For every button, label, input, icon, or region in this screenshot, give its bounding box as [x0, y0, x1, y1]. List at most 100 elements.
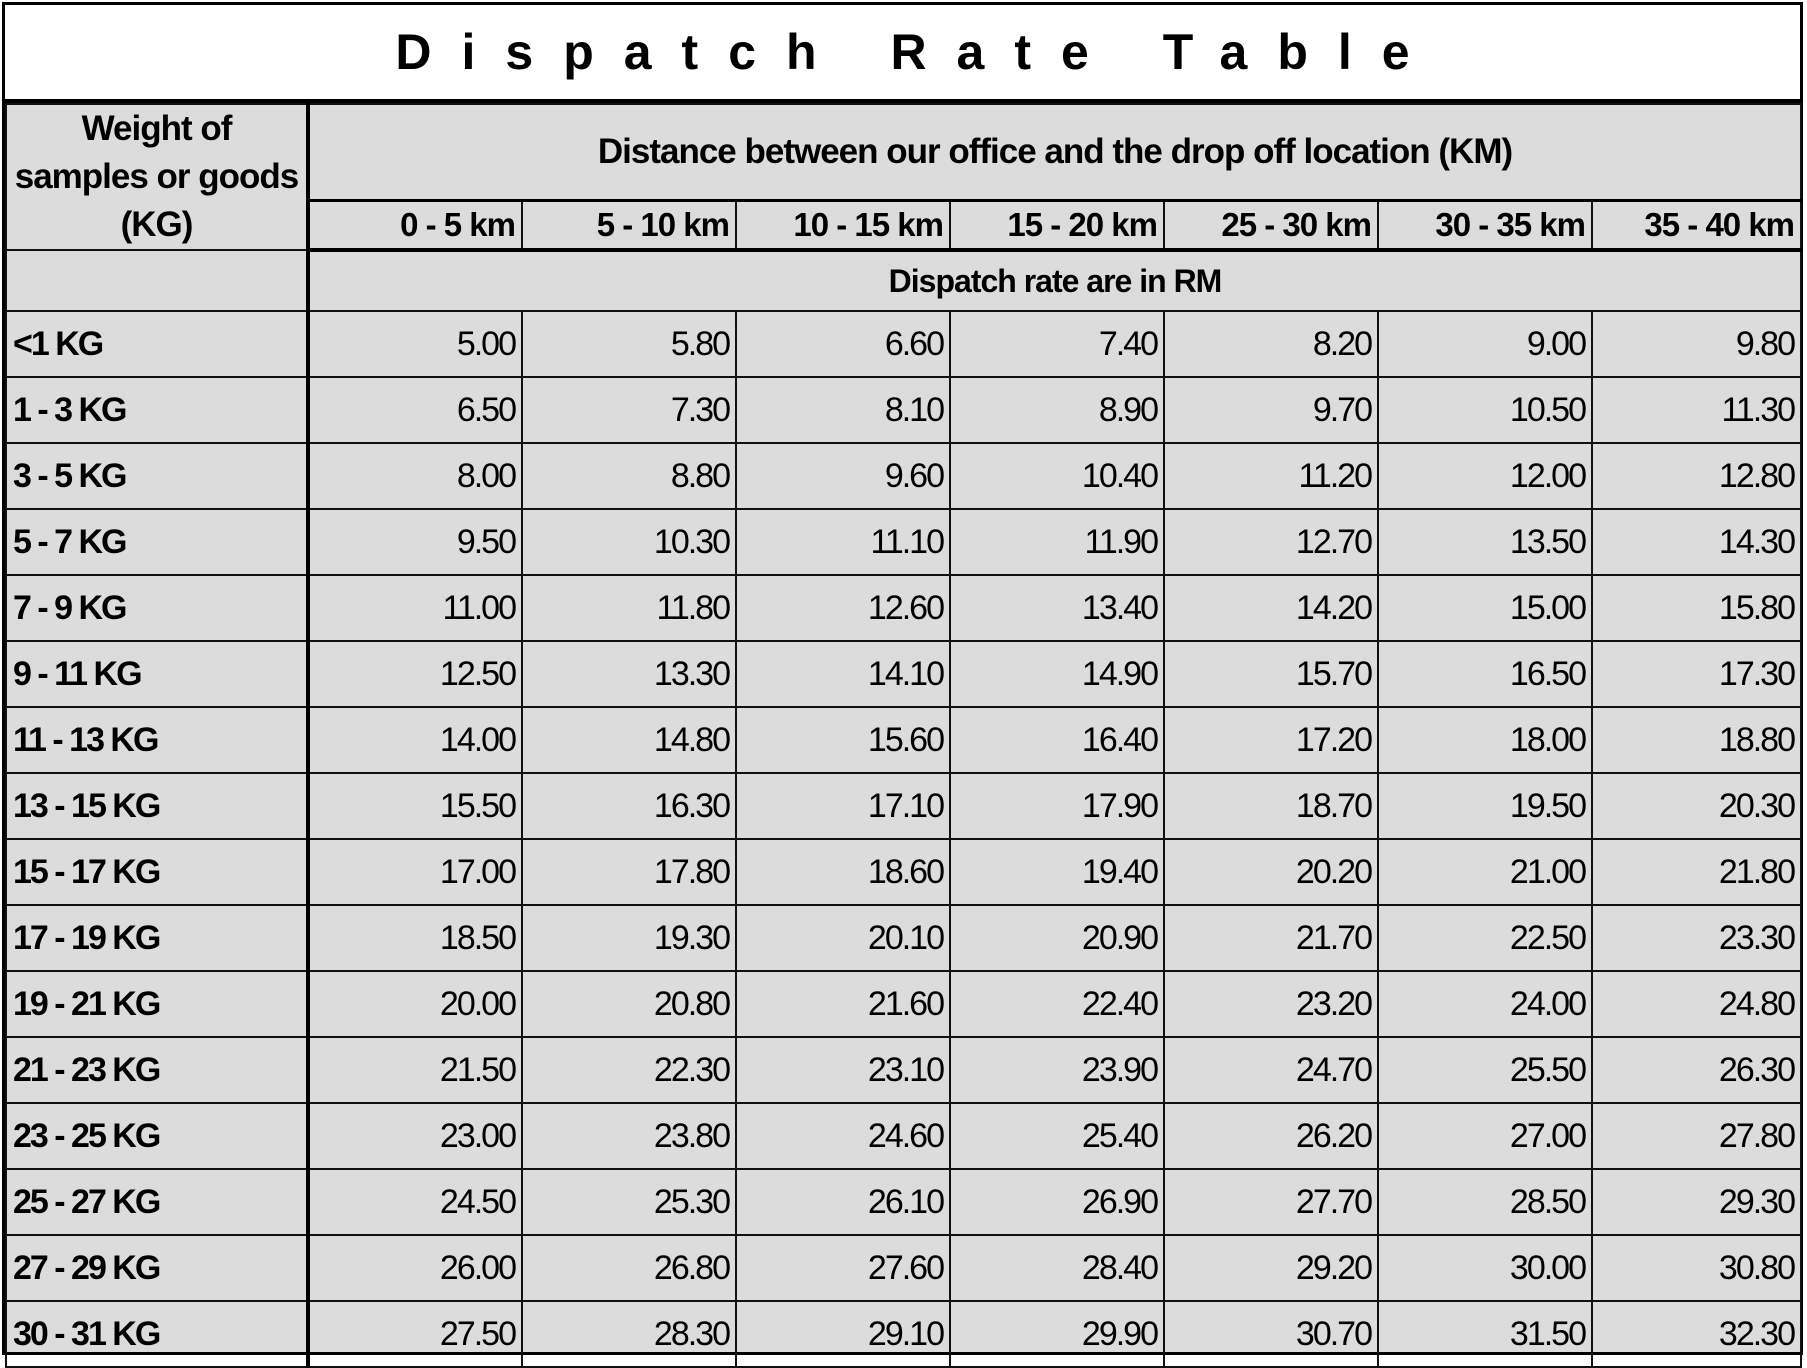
rate-cell: 27.00 — [1377, 1102, 1593, 1170]
rate-cell: 18.70 — [1163, 772, 1379, 840]
rate-cell: 12.50 — [307, 640, 523, 708]
rate-cell: 18.50 — [307, 904, 523, 972]
distance-column-header: 5 - 10 km — [521, 199, 737, 252]
rate-unit-header: Dispatch rate are in RM — [306, 249, 1803, 312]
header-row-distance: Weight of samples or goods (KG) Distance… — [5, 102, 1803, 251]
rate-cell: 9.00 — [1377, 310, 1593, 378]
rate-cell: 9.60 — [735, 442, 951, 510]
rate-cell: 20.90 — [949, 904, 1165, 972]
rate-cell: 13.30 — [521, 640, 737, 708]
rate-cell: 19.30 — [521, 904, 737, 972]
rate-cell: 11.90 — [949, 508, 1165, 576]
rate-cell: 16.40 — [949, 706, 1165, 774]
distance-column-header: 25 - 30 km — [1163, 199, 1379, 252]
rate-cell: 21.70 — [1163, 904, 1379, 972]
rate-cell: 17.30 — [1590, 640, 1803, 708]
distance-column-header: 0 - 5 km — [307, 199, 523, 252]
weight-range-label: 15 - 17 KG — [5, 838, 310, 906]
rate-cell: 11.10 — [735, 508, 951, 576]
weight-range-label: 30 - 31 KG — [5, 1300, 310, 1368]
rate-cell: 23.00 — [307, 1102, 523, 1170]
table-row: 15 - 17 KG 17.00 17.80 18.60 19.40 20.20 21.00… — [5, 838, 1803, 906]
rate-cell: 8.20 — [1163, 310, 1379, 378]
distance-column-header: 10 - 15 km — [735, 199, 951, 252]
rate-cell: 28.30 — [521, 1300, 737, 1368]
rate-cell: 25.40 — [949, 1102, 1165, 1170]
weight-range-label: 13 - 15 KG — [5, 772, 310, 840]
rate-cell: 29.20 — [1163, 1234, 1379, 1302]
rate-cell: 15.60 — [735, 706, 951, 774]
rate-cell: 17.90 — [949, 772, 1165, 840]
rate-cell: 13.50 — [1377, 508, 1593, 576]
rate-cell: 26.00 — [307, 1234, 523, 1302]
rate-cell: 22.40 — [949, 970, 1165, 1038]
rate-cell: 6.60 — [735, 310, 951, 378]
weight-range-label: 27 - 29 KG — [5, 1234, 310, 1302]
rate-cell: 23.90 — [949, 1036, 1165, 1104]
rate-cell: 10.40 — [949, 442, 1165, 510]
rate-cell: 24.70 — [1163, 1036, 1379, 1104]
empty-header-cell — [5, 249, 310, 312]
rate-cell: 29.30 — [1590, 1168, 1803, 1236]
rate-cell: 24.60 — [735, 1102, 951, 1170]
rate-cell: 26.20 — [1163, 1102, 1379, 1170]
rate-cell: 5.00 — [307, 310, 523, 378]
rate-cell: 17.80 — [521, 838, 737, 906]
rate-cell: 11.00 — [307, 574, 523, 642]
rate-cell: 20.30 — [1590, 772, 1803, 840]
rate-cell: 22.50 — [1377, 904, 1593, 972]
table-row: 27 - 29 KG 26.00 26.80 27.60 28.40 29.20 30.00… — [5, 1234, 1803, 1302]
table-row: <1 KG 5.00 5.80 6.60 7.40 8.20 9.00 9.80 — [5, 310, 1803, 378]
rate-cell: 9.80 — [1590, 310, 1803, 378]
distance-column-header: 30 - 35 km — [1377, 199, 1593, 252]
rate-cell: 27.70 — [1163, 1168, 1379, 1236]
rate-cell: 14.90 — [949, 640, 1165, 708]
rate-cell: 26.90 — [949, 1168, 1165, 1236]
rate-cell: 11.80 — [521, 574, 737, 642]
rate-cell: 21.00 — [1377, 838, 1593, 906]
weight-range-label: 25 - 27 KG — [5, 1168, 310, 1236]
rate-cell: 26.10 — [735, 1168, 951, 1236]
header-row-distance-ranges: 0 - 5 km 5 - 10 km 10 - 15 km 15 - 20 km 25 … — [6, 199, 1803, 252]
rate-cell: 12.60 — [735, 574, 951, 642]
rate-cell: 12.80 — [1590, 442, 1803, 510]
rate-cell: 10.50 — [1377, 376, 1593, 444]
rate-cell: 15.00 — [1377, 574, 1593, 642]
rate-cell: 18.00 — [1377, 706, 1593, 774]
rate-cell: 32.30 — [1590, 1300, 1803, 1368]
weight-range-label: 7 - 9 KG — [5, 574, 310, 642]
rate-cell: 14.80 — [521, 706, 737, 774]
weight-range-label: 3 - 5 KG — [5, 442, 310, 510]
rate-cell: 23.10 — [735, 1036, 951, 1104]
rate-cell: 28.50 — [1377, 1168, 1593, 1236]
rate-cell: 17.00 — [307, 838, 523, 906]
distance-column-header: 35 - 40 km — [1590, 199, 1803, 252]
rate-cell: 14.20 — [1163, 574, 1379, 642]
rate-cell: 14.10 — [735, 640, 951, 708]
rate-cell: 15.70 — [1163, 640, 1379, 708]
weight-column-header: Weight of samples or goods (KG) — [5, 103, 310, 251]
rate-cell: 27.60 — [735, 1234, 951, 1302]
rate-cell: 11.30 — [1590, 376, 1803, 444]
weight-range-label: 5 - 7 KG — [5, 508, 310, 576]
rate-cell: 10.30 — [521, 508, 737, 576]
rate-cell: 16.30 — [521, 772, 737, 840]
rate-cell: 8.90 — [949, 376, 1165, 444]
rate-cell: 18.80 — [1590, 706, 1803, 774]
rate-cell: 19.40 — [949, 838, 1165, 906]
rate-cell: 14.00 — [307, 706, 523, 774]
weight-range-label: 9 - 11 KG — [5, 640, 310, 708]
table-row: 23 - 25 KG 23.00 23.80 24.60 25.40 26.20 27.00… — [5, 1102, 1803, 1170]
table-row: 13 - 15 KG 15.50 16.30 17.10 17.90 18.70 19.50… — [5, 772, 1803, 840]
header-row-rate-unit: Dispatch rate are in RM — [5, 249, 1803, 312]
rate-cell: 9.50 — [307, 508, 523, 576]
table-row: 25 - 27 KG 24.50 25.30 26.10 26.90 27.70 28.50… — [5, 1168, 1803, 1236]
rate-cell: 17.20 — [1163, 706, 1379, 774]
rate-cell: 15.80 — [1590, 574, 1803, 642]
rate-cell: 7.40 — [949, 310, 1165, 378]
page-title: Dispatch Rate Table — [5, 5, 1800, 103]
weight-range-label: 1 - 3 KG — [5, 376, 310, 444]
table-row: 5 - 7 KG 9.50 10.30 11.10 11.90 12.70 13.50 14.… — [5, 508, 1803, 576]
weight-range-label: 11 - 13 KG — [5, 706, 310, 774]
